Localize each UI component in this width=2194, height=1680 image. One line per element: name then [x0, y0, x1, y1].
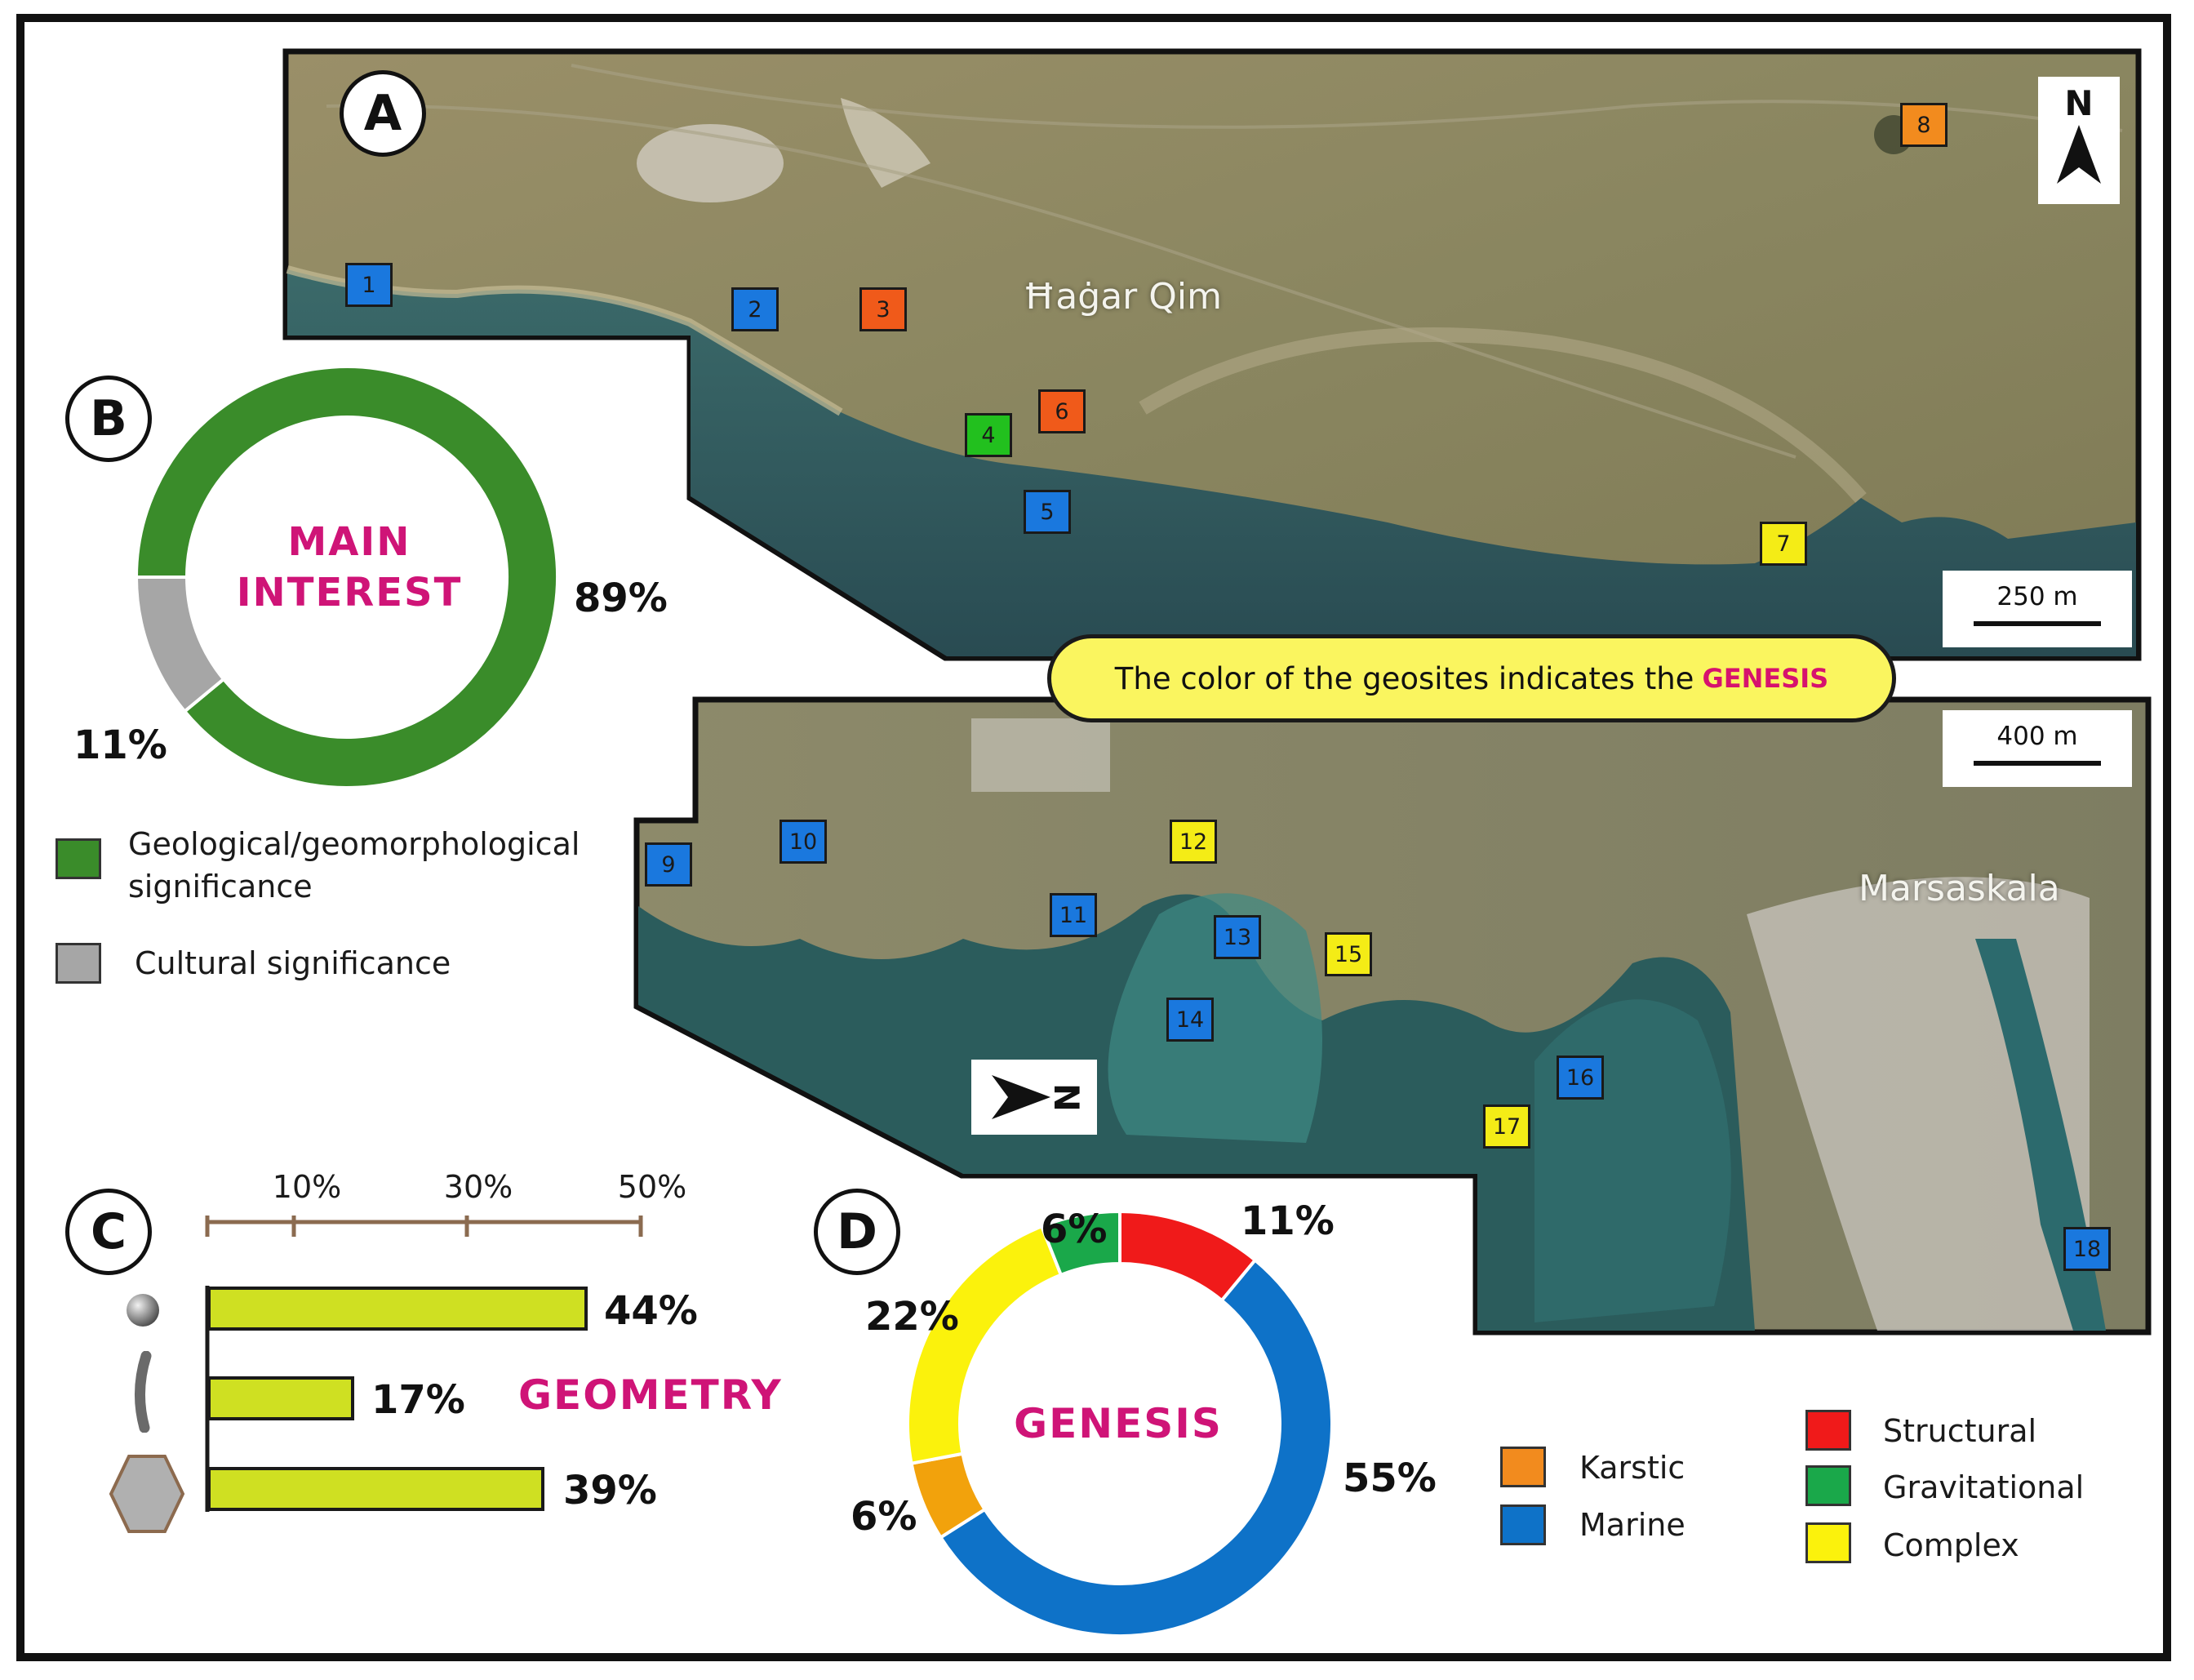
legend-label-complex: Complex	[1883, 1527, 2019, 1563]
panel-letter-d: D	[814, 1189, 900, 1275]
legend-swatch-complex	[1805, 1522, 1851, 1563]
legend-label-marine: Marine	[1579, 1507, 1685, 1543]
geometry-bar-area	[207, 1467, 544, 1511]
legend-swatch-cultural	[56, 943, 101, 984]
geosite-marker-18: 18	[2063, 1227, 2111, 1271]
legend-swatch-structural	[1805, 1410, 1851, 1451]
genesis-value-label: 6%	[851, 1494, 917, 1540]
geosite-marker-13: 13	[1214, 915, 1261, 959]
geosite-marker-9: 9	[645, 842, 692, 887]
figure-frame	[16, 14, 2171, 1661]
donut-title-main-interest: MAIN INTEREST	[236, 519, 463, 616]
genesis-slice-marine	[938, 1257, 1334, 1638]
legend-label-structural: Structural	[1883, 1413, 2037, 1449]
north-arrow-a: N	[2038, 77, 2120, 204]
legend-swatch-marine	[1500, 1504, 1546, 1545]
genesis-slice-gravitational	[1039, 1209, 1121, 1278]
legend-swatch-geological	[56, 838, 101, 879]
geosite-marker-17: 17	[1483, 1104, 1530, 1149]
geosite-marker-10: 10	[779, 820, 827, 864]
north-letter: N	[2064, 83, 2094, 123]
geosite-marker-2: 2	[731, 287, 779, 331]
geosite-marker-4: 4	[965, 413, 1012, 457]
panel-letter-c: C	[65, 1189, 152, 1275]
axis-tick-label: 50%	[617, 1169, 687, 1205]
geosite-marker-7: 7	[1760, 522, 1807, 566]
geometry-title: GEOMETRY	[518, 1371, 783, 1419]
legend-swatch-gravitational	[1805, 1465, 1851, 1506]
geometry-value-label: 44%	[604, 1288, 698, 1334]
genesis-value-label: 22%	[865, 1294, 959, 1340]
geosite-marker-11: 11	[1050, 893, 1097, 937]
geosite-marker-6: 6	[1038, 389, 1086, 433]
line-geometry-icon	[135, 1351, 152, 1433]
scale-bar-line	[1974, 761, 2101, 766]
legend-label-karstic: Karstic	[1579, 1450, 1685, 1486]
geometry-bar-point	[207, 1287, 588, 1331]
main-interest-value-label: 11%	[73, 722, 167, 768]
scale-bar-line	[1974, 621, 2101, 626]
north-arrow-icon	[992, 1075, 1051, 1119]
main-interest-slice-geological-geomorphological-significance	[134, 365, 559, 789]
legend-label-gravitational: Gravitational	[1883, 1469, 2085, 1505]
geosite-marker-1: 1	[345, 263, 393, 307]
scale-bar-a: 250 m	[1943, 571, 2132, 647]
geosite-marker-12: 12	[1170, 820, 1217, 864]
genesis-value-label: 55%	[1343, 1456, 1437, 1501]
place-label-marsaskala: Marsaskala	[1859, 868, 2060, 909]
panel-letter-b: B	[65, 376, 152, 462]
legend-label-cultural: Cultural significance	[135, 945, 451, 981]
scale-bar-b: 400 m	[1943, 710, 2132, 787]
legend-swatch-karstic	[1500, 1447, 1546, 1487]
geosite-marker-14: 14	[1166, 998, 1214, 1042]
scale-bar-label: 400 m	[1996, 722, 2078, 751]
genesis-callout: The color of the geosites indicates the …	[1047, 634, 1896, 722]
main-interest-slice-cultural-significance	[134, 576, 226, 714]
main-interest-value-label: 89%	[574, 576, 668, 621]
scale-bar-label: 250 m	[1996, 582, 2078, 611]
north-arrow-icon	[2057, 125, 2101, 184]
geosite-marker-8: 8	[1900, 103, 1948, 147]
panel-letter-a: A	[340, 70, 426, 157]
callout-text: The color of the geosites indicates the	[1114, 660, 1694, 696]
genesis-title: GENESIS	[1014, 1400, 1223, 1447]
geometry-value-label: 39%	[563, 1468, 657, 1513]
axis-tick-label: 30%	[443, 1169, 513, 1205]
callout-highlight: GENESIS	[1702, 663, 1829, 694]
area-geometry-icon	[109, 1455, 185, 1533]
geometry-bar-line	[207, 1376, 354, 1420]
geosite-marker-16: 16	[1557, 1056, 1604, 1100]
point-geometry-icon	[127, 1294, 159, 1327]
genesis-value-label: 6%	[1041, 1207, 1108, 1252]
place-label-hagar-qim: Ħaġar Qim	[1023, 276, 1222, 318]
geosite-marker-15: 15	[1325, 932, 1372, 976]
geosite-marker-5: 5	[1024, 490, 1071, 534]
axis-tick-label: 10%	[272, 1169, 342, 1205]
geosite-marker-3: 3	[859, 287, 907, 331]
genesis-value-label: 11%	[1241, 1198, 1335, 1244]
geometry-value-label: 17%	[371, 1377, 465, 1423]
legend-label-geological: Geological/geomorphological significance	[128, 826, 580, 904]
north-arrow-b: N	[971, 1060, 1097, 1135]
